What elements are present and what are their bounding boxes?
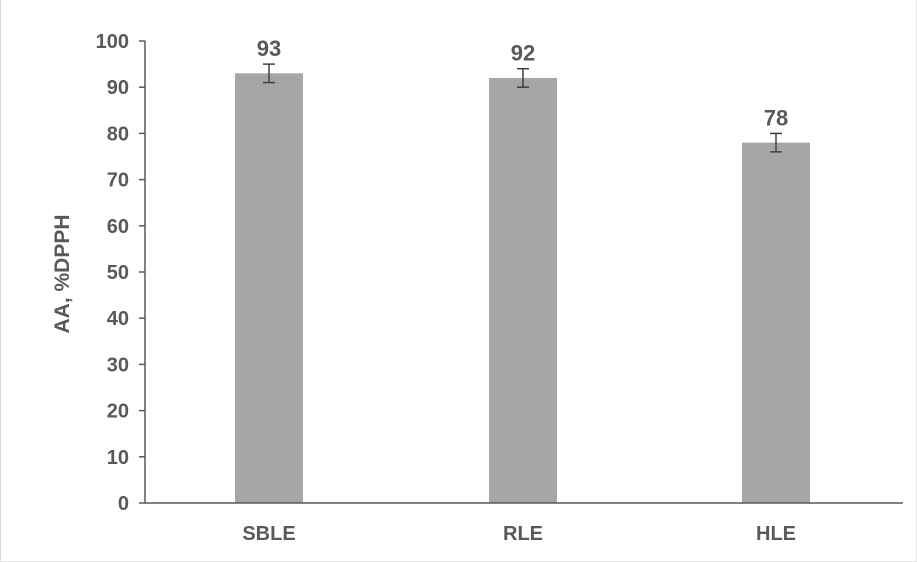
data-label: 93: [257, 36, 281, 61]
y-axis-ticks: 0 10 20 30 40 50 60 70 80 90 100: [96, 31, 145, 515]
bar: [489, 77, 557, 504]
y-tick-label: 40: [107, 308, 129, 330]
x-category-label: RLE: [503, 523, 543, 545]
y-tick-label: 80: [107, 123, 129, 145]
y-axis-title: AA, %DPPH: [51, 214, 74, 333]
y-tick-label: 0: [118, 493, 129, 515]
x-category-label: SBLE: [242, 523, 295, 545]
y-tick-label: 30: [107, 354, 129, 376]
y-tick-label: 50: [107, 262, 129, 284]
x-category-label: HLE: [756, 523, 796, 545]
y-tick-label: 10: [107, 447, 129, 469]
bar: [742, 142, 810, 503]
x-axis-category-labels: SBLE RLE HLE: [242, 523, 796, 545]
data-label: 92: [511, 41, 535, 66]
y-tick-label: 60: [107, 216, 129, 238]
bar: [235, 73, 303, 503]
error-bars: [263, 63, 782, 153]
y-tick-label: 100: [96, 31, 129, 53]
y-tick-label: 90: [107, 77, 129, 99]
data-labels: 93 92 78: [257, 36, 788, 130]
data-label: 78: [764, 105, 788, 130]
bars: [235, 73, 810, 504]
y-tick-label: 20: [107, 401, 129, 423]
y-tick-label: 70: [107, 170, 129, 192]
